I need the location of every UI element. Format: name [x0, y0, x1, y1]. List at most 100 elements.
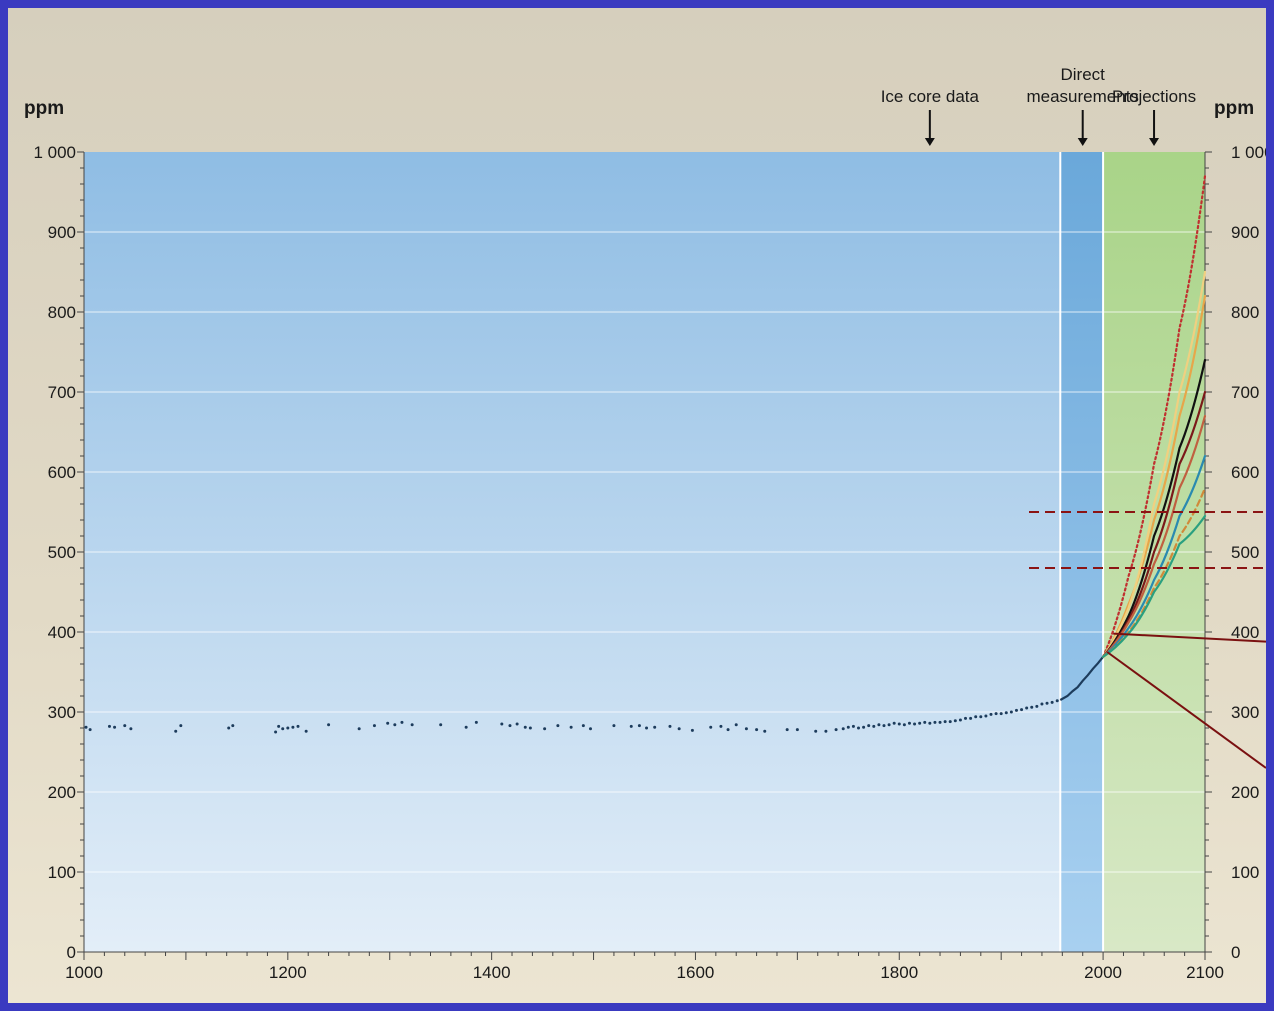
x-tick-label: 1800	[880, 963, 918, 982]
ice-core-point	[1020, 708, 1024, 712]
ice-core-point	[923, 720, 927, 724]
ice-core-point	[123, 724, 127, 728]
ice-core-point	[913, 722, 917, 726]
y-tick-label-right: 400	[1231, 623, 1259, 642]
ice-core-point	[588, 727, 592, 731]
period-annotation-label: Direct	[1061, 65, 1106, 84]
ice-core-point	[994, 712, 998, 716]
ice-core-point	[291, 725, 295, 729]
annotation-arrow-head	[1077, 138, 1088, 146]
direct-measurement-line	[1059, 656, 1104, 701]
ice-core-point	[846, 725, 850, 729]
ice-core-point	[857, 726, 861, 730]
ice-core-point	[984, 714, 988, 718]
ice-core-point	[1055, 699, 1059, 703]
y-axis-unit-left: ppm	[24, 98, 64, 119]
ice-core-point	[744, 727, 748, 731]
ice-core-point	[933, 720, 937, 724]
ice-core-point	[274, 730, 278, 734]
y-tick-label-left: 0	[67, 943, 76, 962]
projection-line-4	[1101, 358, 1207, 658]
ice-core-point	[543, 727, 547, 731]
ice-core-point	[286, 726, 290, 730]
ice-core-point	[928, 721, 932, 725]
y-tick-label-right: 700	[1231, 383, 1259, 402]
ice-core-point	[726, 728, 730, 732]
ice-core-point	[943, 720, 947, 724]
ice-core-point	[897, 722, 901, 726]
y-tick-label-left: 600	[48, 463, 76, 482]
ice-core-point	[953, 719, 957, 723]
ice-core-point	[677, 727, 681, 731]
ice-core-point	[872, 724, 876, 728]
ice-core-point	[1014, 708, 1018, 712]
ice-core-point	[999, 712, 1003, 716]
y-tick-label-left: 1 000	[33, 143, 76, 162]
projection-line-1	[1101, 174, 1207, 658]
projection-line-3	[1101, 270, 1207, 658]
y-tick-label-left: 500	[48, 543, 76, 562]
ice-core-point	[969, 716, 973, 720]
ice-core-point	[637, 724, 641, 728]
ice-core-point	[581, 724, 585, 728]
ice-core-point	[979, 715, 983, 719]
y-tick-label-left: 900	[48, 223, 76, 242]
ice-core-point	[500, 722, 504, 726]
ice-core-point	[882, 724, 886, 728]
ice-core-point	[834, 728, 838, 732]
y-tick-label-left: 200	[48, 783, 76, 802]
ice-core-point	[439, 723, 443, 727]
ice-core-point	[841, 727, 845, 731]
y-tick-label-right: 900	[1231, 223, 1259, 242]
ice-core-point	[1004, 711, 1008, 715]
ice-core-point	[989, 712, 993, 716]
callout-pointer-lower	[1106, 651, 1266, 769]
ice-core-point	[400, 720, 404, 724]
ice-core-point	[569, 725, 573, 729]
ice-core-point	[877, 723, 881, 727]
ice-core-point	[902, 723, 906, 727]
ice-core-point	[281, 727, 285, 731]
ice-core-point	[964, 716, 968, 720]
ice-core-series	[84, 699, 1059, 734]
y-tick-label-left: 700	[48, 383, 76, 402]
ice-core-point	[327, 723, 331, 727]
ice-core-point	[824, 729, 828, 733]
ice-core-point	[1050, 700, 1054, 704]
ice-core-point	[734, 723, 738, 727]
ice-core-point	[892, 721, 896, 725]
co2-concentration-chart: 0 0 100 100 200 200 300 300 400 400 500 500 600 600 70…	[24, 65, 1266, 982]
chart-frame: 0 0 100 100 200 200 300 300 400 400 500 500 600 600 70…	[8, 8, 1266, 1003]
ice-core-point	[709, 725, 713, 729]
ice-core-point	[1009, 710, 1013, 714]
ice-core-point	[1025, 706, 1029, 710]
ice-core-point	[84, 725, 88, 729]
period-annotations: Ice core data Direct measurementsProjectio…	[881, 65, 1196, 146]
y-tick-label-left: 300	[48, 703, 76, 722]
y-tick-label-left: 400	[48, 623, 76, 642]
ice-core-point	[1045, 701, 1049, 705]
callout-pointers	[1106, 632, 1266, 769]
ice-core-point	[918, 721, 922, 725]
direct-measurement-series	[1059, 656, 1104, 701]
ice-core-point	[464, 725, 468, 729]
ice-core-point	[179, 724, 183, 728]
ice-core-point	[227, 726, 231, 730]
y-tick-label-right: 1 000	[1231, 143, 1266, 162]
x-tick-label: 2000	[1084, 963, 1122, 982]
x-tick-label: 1400	[473, 963, 511, 982]
ice-core-point	[785, 728, 789, 732]
projection-line-6	[1101, 414, 1207, 658]
y-tick-label-right: 100	[1231, 863, 1259, 882]
ice-core-point	[277, 724, 281, 728]
x-tick-label: 2100	[1186, 963, 1224, 982]
y-tick-label-right: 500	[1231, 543, 1259, 562]
ice-core-point	[653, 725, 657, 729]
ice-core-point	[755, 728, 759, 732]
ice-core-point	[907, 721, 911, 725]
ice-core-point	[88, 728, 92, 732]
ice-core-point	[690, 728, 694, 732]
annotation-arrow-head	[924, 138, 935, 146]
ice-core-point	[629, 724, 633, 728]
ice-core-point	[129, 727, 133, 731]
